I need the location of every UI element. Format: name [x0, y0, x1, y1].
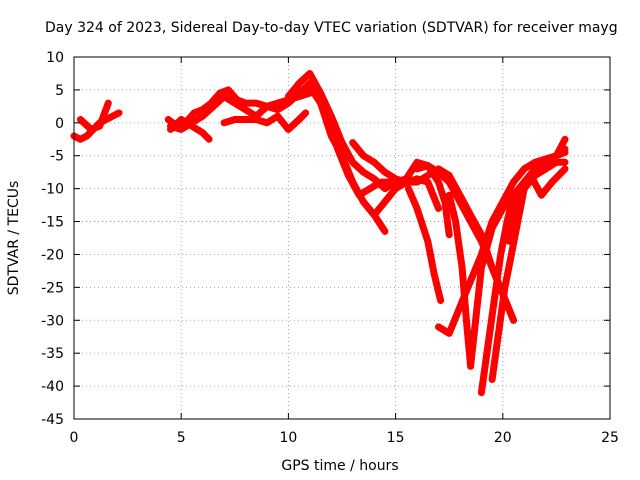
x-tick-label: 10	[279, 430, 297, 446]
series-line-4	[167, 116, 213, 143]
y-tick-label: -45	[41, 412, 64, 428]
y-tick-label: -30	[41, 313, 64, 329]
series-line-3	[167, 79, 314, 133]
y-tick-label: -10	[41, 182, 64, 198]
series-line-15	[477, 158, 569, 397]
y-tick-label: -15	[41, 215, 64, 231]
x-tick-label: 20	[494, 430, 512, 446]
y-tick-label: 0	[55, 116, 64, 132]
series-line-17	[505, 165, 569, 245]
series-line-1	[76, 99, 112, 133]
x-tick-labels: 0 5 10 15 20 25	[70, 430, 619, 446]
y-tick-label: -5	[50, 149, 64, 165]
plot-frame	[73, 56, 611, 420]
series-line-5	[220, 109, 310, 133]
y-tick-label: -20	[41, 247, 64, 263]
series-line-8	[310, 86, 395, 199]
y-tick-label: 5	[55, 83, 64, 99]
x-tick-label: 25	[601, 430, 619, 446]
x-axis-label: GPS time / hours	[281, 458, 398, 474]
series-line-10	[370, 175, 442, 219]
grid	[74, 57, 610, 419]
y-tick-label: -35	[41, 346, 64, 362]
y-tick-label: -25	[41, 280, 64, 296]
y-tick-labels: 10 5 0 -5 -10 -15 -20 -25 -30 -35 -40 -45	[41, 50, 64, 428]
y-axis-label: SDTVAR / TECUs	[6, 181, 22, 296]
series-line-12	[405, 185, 445, 304]
chart-title: Day 324 of 2023, Sidereal Day-to-day VTE…	[45, 20, 618, 36]
x-tick-label: 5	[177, 430, 186, 446]
x-tick-label: 0	[70, 430, 79, 446]
y-tick-label: 10	[46, 50, 64, 66]
series-line-2	[164, 86, 314, 130]
x-tick-label: 15	[387, 430, 405, 446]
data-series	[70, 70, 569, 397]
axis-ticks	[73, 56, 611, 420]
y-tick-label: -40	[41, 379, 64, 395]
